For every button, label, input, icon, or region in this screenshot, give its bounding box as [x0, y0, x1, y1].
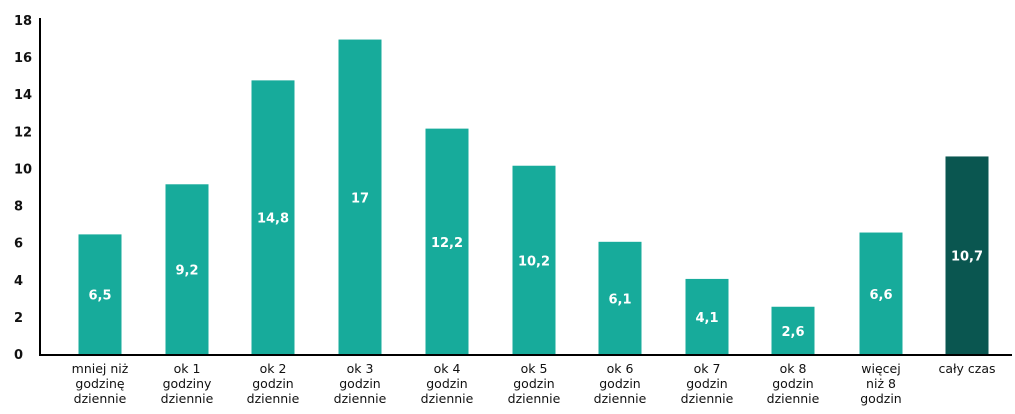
x-category-label-line: cały czas: [938, 361, 995, 376]
x-category-label-line: ok 4: [434, 361, 461, 376]
y-tick-label: 2: [14, 311, 23, 326]
x-category-label: ok 6 godzin dziennie: [594, 361, 647, 406]
bar: [685, 278, 729, 355]
bar: [512, 165, 556, 355]
bar-value-label: 6,1: [608, 292, 631, 307]
x-category-label-line: godzin: [339, 376, 380, 391]
bar: [425, 128, 469, 355]
bar-value-label: 4,1: [695, 311, 718, 326]
bars: 6,5 9,2 14,8 17 12,2 10,2 6,1 4,1 2,6 6,6 10,7: [78, 39, 989, 356]
x-category-label: ok 8 godzin dziennie: [767, 361, 820, 406]
bar: [251, 80, 295, 355]
x-category-label: ok 3 godzin dziennie: [334, 361, 387, 406]
bar-value-label: 14,8: [257, 212, 289, 227]
y-tick-label: 4: [14, 274, 23, 289]
y-tick-label: 6: [14, 237, 23, 252]
bar: [859, 232, 903, 355]
x-category-label-line: dziennie: [681, 391, 734, 406]
bar-value-label: 10,7: [951, 250, 983, 265]
x-category-label-line: ok 8: [780, 361, 807, 376]
x-category-label-line: niż 8: [866, 376, 896, 391]
bar-value-label: 6,6: [869, 288, 892, 303]
y-tick-label: 18: [14, 14, 32, 29]
x-category-label: ok 7 godzin dziennie: [681, 361, 734, 406]
x-category-label: ok 1 godziny dziennie: [161, 361, 214, 406]
x-category-label-line: ok 2: [260, 361, 287, 376]
y-tick-label: 16: [14, 51, 32, 66]
x-category-label-line: ok 7: [694, 361, 721, 376]
bar: [598, 241, 642, 355]
x-category-label: ok 2 godzin dziennie: [247, 361, 300, 406]
bar: [945, 156, 989, 355]
x-category-label-line: dziennie: [247, 391, 300, 406]
x-category-label: więcej niż 8 godzin: [860, 361, 901, 406]
x-category-label-line: godzin: [599, 376, 640, 391]
bar: [78, 234, 122, 355]
x-category-label-line: godzin: [772, 376, 813, 391]
x-category-label-line: dziennie: [74, 391, 127, 406]
x-category-label-line: ok 6: [607, 361, 634, 376]
x-category-label-line: godzin: [252, 376, 293, 391]
bar: [771, 306, 815, 355]
x-category-label-line: dziennie: [334, 391, 387, 406]
x-category-label-line: godzin: [860, 391, 901, 406]
x-category-label-line: dziennie: [161, 391, 214, 406]
x-category-label: cały czas: [938, 361, 995, 376]
x-category-label-line: więcej: [861, 361, 900, 376]
y-axis: 0 2 4 6 8 10 12 14 16 18: [14, 14, 41, 363]
x-category-label-line: dziennie: [421, 391, 474, 406]
y-tick-label: 14: [14, 88, 32, 103]
bar-value-label: 9,2: [175, 264, 198, 279]
x-category-label: mniej niż godzinę dziennie: [72, 361, 129, 406]
x-category-label-line: ok 3: [347, 361, 374, 376]
x-category-label: ok 5 godzin dziennie: [508, 361, 561, 406]
x-category-label-line: dziennie: [594, 391, 647, 406]
bar-value-label: 10,2: [518, 254, 550, 269]
x-category-label-line: dziennie: [508, 391, 561, 406]
y-tick-label: 8: [14, 200, 23, 215]
bar: [338, 39, 382, 356]
y-tick-label: 12: [14, 125, 32, 140]
bar-value-label: 6,5: [88, 289, 111, 304]
x-category-label-line: godzinę: [75, 376, 124, 391]
x-category-label-line: godziny: [163, 376, 212, 391]
x-category-label-line: ok 5: [521, 361, 548, 376]
bar-value-label: 12,2: [431, 236, 463, 251]
bar: [165, 184, 209, 355]
bar-value-label: 17: [351, 191, 369, 206]
y-tick-label: 10: [14, 162, 32, 177]
x-category-label-line: godzin: [426, 376, 467, 391]
x-category-label-line: godzin: [513, 376, 554, 391]
x-category-label-line: dziennie: [767, 391, 820, 406]
bar-value-label: 2,6: [781, 325, 804, 340]
x-category-label-line: ok 1: [174, 361, 201, 376]
x-category-label-line: mniej niż: [72, 361, 129, 376]
y-tick-label: 0: [14, 348, 23, 363]
x-category-label: ok 4 godzin dziennie: [421, 361, 474, 406]
x-category-label-line: godzin: [686, 376, 727, 391]
